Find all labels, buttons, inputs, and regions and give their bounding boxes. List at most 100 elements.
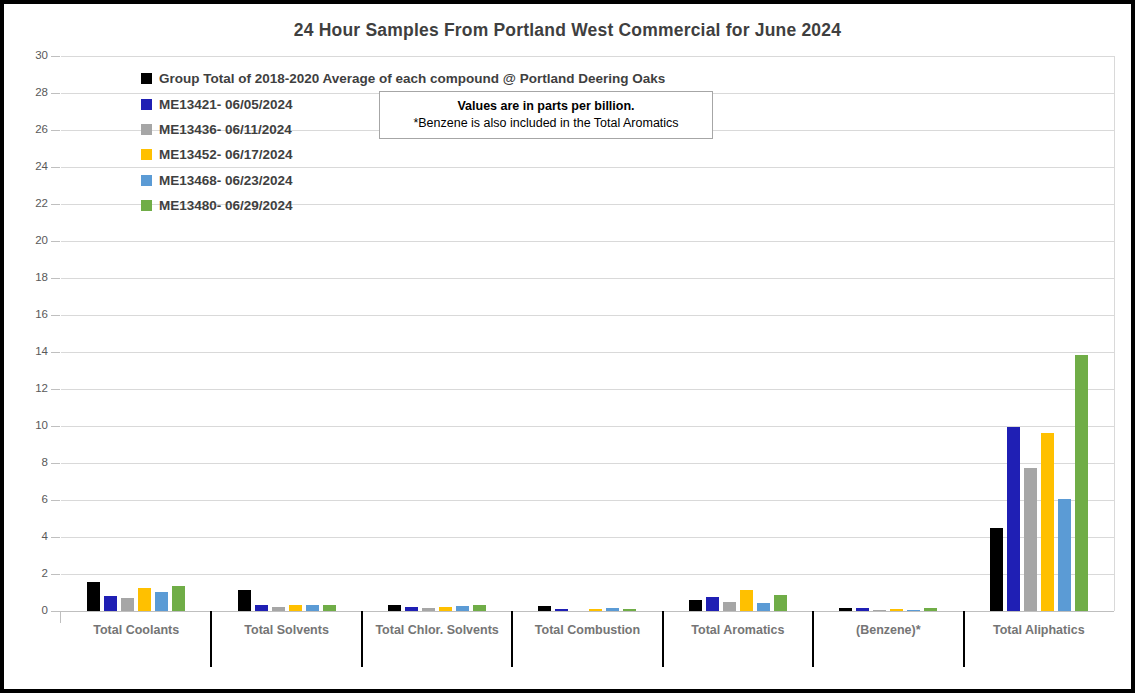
- category-divider: [963, 611, 965, 667]
- bar: [589, 609, 602, 611]
- category-divider: [662, 611, 664, 667]
- y-axis-label: 10: [16, 419, 48, 431]
- bar: [1007, 427, 1020, 611]
- y-axis-tick: [51, 574, 60, 575]
- bar-group-4: [663, 56, 813, 611]
- category-label: Total Chlor. Solvents: [362, 623, 512, 637]
- legend-label: ME13468- 06/23/2024: [159, 173, 293, 188]
- legend-swatch-icon: [141, 175, 152, 186]
- bar: [740, 590, 753, 611]
- bar: [238, 590, 251, 611]
- bar: [538, 606, 551, 611]
- y-axis-tick: [51, 463, 60, 464]
- bar: [155, 592, 168, 611]
- legend-label: ME13421- 06/05/2024: [159, 97, 293, 112]
- bar: [623, 609, 636, 611]
- category-divider: [361, 611, 363, 667]
- y-axis-label: 2: [16, 567, 48, 579]
- note-line-1: Values are in parts per billion.: [386, 99, 706, 113]
- bar: [1058, 499, 1071, 611]
- legend-swatch-icon: [141, 73, 152, 84]
- legend-swatch-icon: [141, 200, 152, 211]
- bar: [439, 607, 452, 611]
- legend-item-0: Group Total of 2018-2020 Average of each…: [141, 66, 665, 91]
- y-axis-label: 24: [16, 160, 48, 172]
- note-box: Values are in parts per billion. *Benzen…: [379, 91, 713, 139]
- bar: [289, 605, 302, 611]
- bar: [172, 586, 185, 611]
- y-axis-label: 28: [16, 86, 48, 98]
- chart-title: 24 Hour Samples From Portland West Comme…: [4, 20, 1131, 41]
- y-axis-label: 30: [16, 49, 48, 61]
- y-axis-label: 6: [16, 493, 48, 505]
- legend-item-4: ME13468- 06/23/2024: [141, 168, 665, 193]
- legend-label: Group Total of 2018-2020 Average of each…: [159, 71, 665, 86]
- bar: [990, 528, 1003, 611]
- y-axis-tick: [51, 611, 60, 612]
- category-label: Total Coolants: [61, 623, 211, 637]
- y-axis-tick: [51, 315, 60, 316]
- bar: [138, 588, 151, 611]
- legend: Group Total of 2018-2020 Average of each…: [141, 66, 665, 218]
- category-divider: [812, 611, 814, 667]
- category-label: Total Aliphatics: [964, 623, 1114, 637]
- bar: [306, 605, 319, 611]
- bar: [456, 606, 469, 611]
- bar: [757, 603, 770, 611]
- y-axis-label: 26: [16, 123, 48, 135]
- note-line-2: *Benzene is also included in the Total A…: [386, 116, 706, 130]
- category-label: (Benzene)*: [813, 623, 963, 637]
- bar: [1041, 433, 1054, 611]
- bar: [907, 610, 920, 611]
- bar: [839, 608, 852, 611]
- legend-label: ME13436- 06/11/2024: [159, 122, 292, 137]
- category-divider: [210, 611, 212, 667]
- bar: [856, 608, 869, 611]
- legend-label: ME13480- 06/29/2024: [159, 198, 293, 213]
- y-axis-tick: [51, 352, 60, 353]
- bar: [924, 608, 937, 611]
- bar: [323, 605, 336, 611]
- bar: [405, 607, 418, 611]
- y-axis-tick: [51, 204, 60, 205]
- y-axis-label: 22: [16, 197, 48, 209]
- y-axis-label: 0: [16, 604, 48, 616]
- y-axis-tick: [51, 426, 60, 427]
- y-axis-tick: [51, 278, 60, 279]
- bar: [890, 609, 903, 611]
- bar: [121, 598, 134, 611]
- bar: [723, 602, 736, 611]
- bar: [774, 595, 787, 611]
- category-label: Total Combustion: [512, 623, 662, 637]
- y-axis-label: 18: [16, 271, 48, 283]
- bar: [422, 608, 435, 611]
- y-axis-tick: [51, 130, 60, 131]
- legend-item-5: ME13480- 06/29/2024: [141, 193, 665, 218]
- bar: [255, 605, 268, 611]
- legend-swatch-icon: [141, 149, 152, 160]
- y-axis-label: 16: [16, 308, 48, 320]
- bar-group-6: [964, 56, 1114, 611]
- y-axis-tick: [51, 537, 60, 538]
- x-axis-origin-tick: [60, 611, 61, 623]
- bar: [388, 605, 401, 611]
- y-axis-tick: [51, 389, 60, 390]
- y-axis-tick: [51, 93, 60, 94]
- bar-group-5: [813, 56, 963, 611]
- legend-swatch-icon: [141, 124, 152, 135]
- y-axis-tick: [51, 56, 60, 57]
- y-axis-label: 12: [16, 382, 48, 394]
- plot-right-edge: [1114, 56, 1115, 611]
- gridline-0: [61, 611, 1114, 612]
- legend-item-3: ME13452- 06/17/2024: [141, 142, 665, 167]
- bar: [873, 610, 886, 611]
- category-divider: [511, 611, 513, 667]
- bar: [473, 605, 486, 611]
- bar: [706, 597, 719, 611]
- y-axis-tick: [51, 241, 60, 242]
- legend-label: ME13452- 06/17/2024: [159, 147, 293, 162]
- y-axis-tick: [51, 500, 60, 501]
- y-axis-label: 4: [16, 530, 48, 542]
- bar: [87, 582, 100, 611]
- y-axis-tick: [51, 167, 60, 168]
